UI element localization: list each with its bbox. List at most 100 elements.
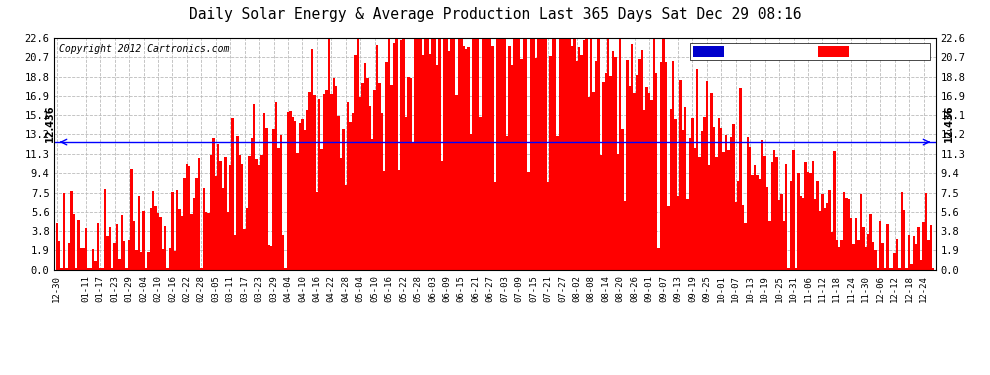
Bar bbox=[713, 128, 715, 270]
Bar bbox=[494, 182, 496, 270]
Bar bbox=[575, 61, 578, 270]
Bar bbox=[686, 199, 689, 270]
Bar bbox=[667, 206, 669, 270]
Bar bbox=[592, 92, 595, 270]
Bar bbox=[272, 129, 275, 270]
Bar bbox=[691, 118, 694, 270]
Bar bbox=[590, 39, 592, 270]
Bar bbox=[292, 117, 294, 270]
Bar bbox=[636, 75, 639, 270]
Bar bbox=[198, 158, 200, 270]
Bar bbox=[744, 223, 746, 270]
Bar bbox=[486, 39, 489, 270]
Bar bbox=[207, 213, 210, 270]
Bar bbox=[366, 78, 368, 270]
Bar bbox=[439, 39, 441, 270]
Bar bbox=[852, 244, 855, 270]
Bar bbox=[742, 205, 744, 270]
Bar bbox=[244, 229, 246, 270]
Bar bbox=[679, 80, 681, 270]
Bar bbox=[467, 47, 469, 270]
Bar bbox=[402, 39, 405, 270]
Bar bbox=[629, 86, 631, 270]
Bar bbox=[193, 198, 195, 270]
Bar bbox=[267, 246, 270, 270]
Bar bbox=[753, 165, 756, 270]
Bar bbox=[881, 243, 884, 270]
Bar bbox=[855, 218, 857, 270]
Bar bbox=[330, 93, 333, 270]
Bar bbox=[812, 161, 814, 270]
Bar bbox=[518, 39, 521, 270]
Bar bbox=[733, 124, 735, 270]
Bar bbox=[368, 106, 371, 270]
Bar bbox=[407, 77, 410, 270]
Bar bbox=[328, 39, 330, 270]
Bar bbox=[893, 252, 896, 270]
Bar bbox=[580, 55, 583, 270]
Bar bbox=[790, 181, 792, 270]
Bar bbox=[318, 99, 321, 270]
Bar bbox=[528, 172, 530, 270]
Bar bbox=[109, 227, 111, 270]
Text: 12.436: 12.436 bbox=[944, 105, 954, 142]
Bar bbox=[188, 166, 190, 270]
Bar bbox=[200, 268, 203, 270]
Bar bbox=[378, 83, 380, 270]
Bar bbox=[647, 93, 650, 270]
Bar bbox=[335, 86, 338, 270]
Bar bbox=[657, 248, 660, 270]
Bar bbox=[270, 246, 272, 270]
Bar bbox=[343, 129, 345, 270]
Bar bbox=[588, 97, 590, 270]
Bar bbox=[482, 39, 484, 270]
Bar bbox=[530, 39, 533, 270]
Bar bbox=[306, 110, 309, 270]
Bar bbox=[504, 39, 506, 270]
Bar bbox=[203, 188, 205, 270]
Bar bbox=[131, 170, 133, 270]
Bar bbox=[869, 214, 872, 270]
Bar bbox=[746, 137, 749, 270]
Bar bbox=[472, 39, 474, 270]
Bar bbox=[410, 78, 412, 270]
Bar bbox=[652, 39, 655, 270]
Bar bbox=[735, 202, 737, 270]
Bar bbox=[857, 240, 859, 270]
Bar bbox=[768, 221, 770, 270]
Bar bbox=[698, 157, 701, 270]
Bar bbox=[321, 149, 323, 270]
Bar bbox=[703, 117, 706, 270]
Bar bbox=[787, 268, 790, 270]
Bar bbox=[429, 54, 432, 270]
Bar bbox=[766, 187, 768, 270]
Bar bbox=[718, 118, 720, 270]
Bar bbox=[126, 268, 128, 270]
Bar bbox=[444, 39, 446, 270]
Bar bbox=[563, 39, 566, 270]
Bar bbox=[641, 50, 644, 270]
Bar bbox=[879, 222, 881, 270]
Bar bbox=[181, 216, 183, 270]
Bar bbox=[546, 182, 549, 270]
Bar bbox=[323, 94, 326, 270]
Bar bbox=[761, 140, 763, 270]
Bar bbox=[371, 139, 373, 270]
Bar bbox=[87, 268, 89, 270]
Bar bbox=[898, 268, 901, 270]
Bar bbox=[701, 131, 703, 270]
Bar bbox=[610, 76, 612, 270]
Bar bbox=[70, 192, 72, 270]
Bar bbox=[58, 241, 60, 270]
Bar bbox=[841, 240, 842, 270]
Bar bbox=[867, 234, 869, 270]
Bar bbox=[918, 227, 920, 270]
Bar bbox=[239, 154, 241, 270]
Bar bbox=[363, 63, 366, 270]
Bar bbox=[287, 112, 289, 270]
Bar bbox=[419, 39, 422, 270]
Bar bbox=[304, 130, 306, 270]
Bar bbox=[677, 196, 679, 270]
Bar bbox=[405, 117, 407, 270]
Bar bbox=[186, 164, 188, 270]
